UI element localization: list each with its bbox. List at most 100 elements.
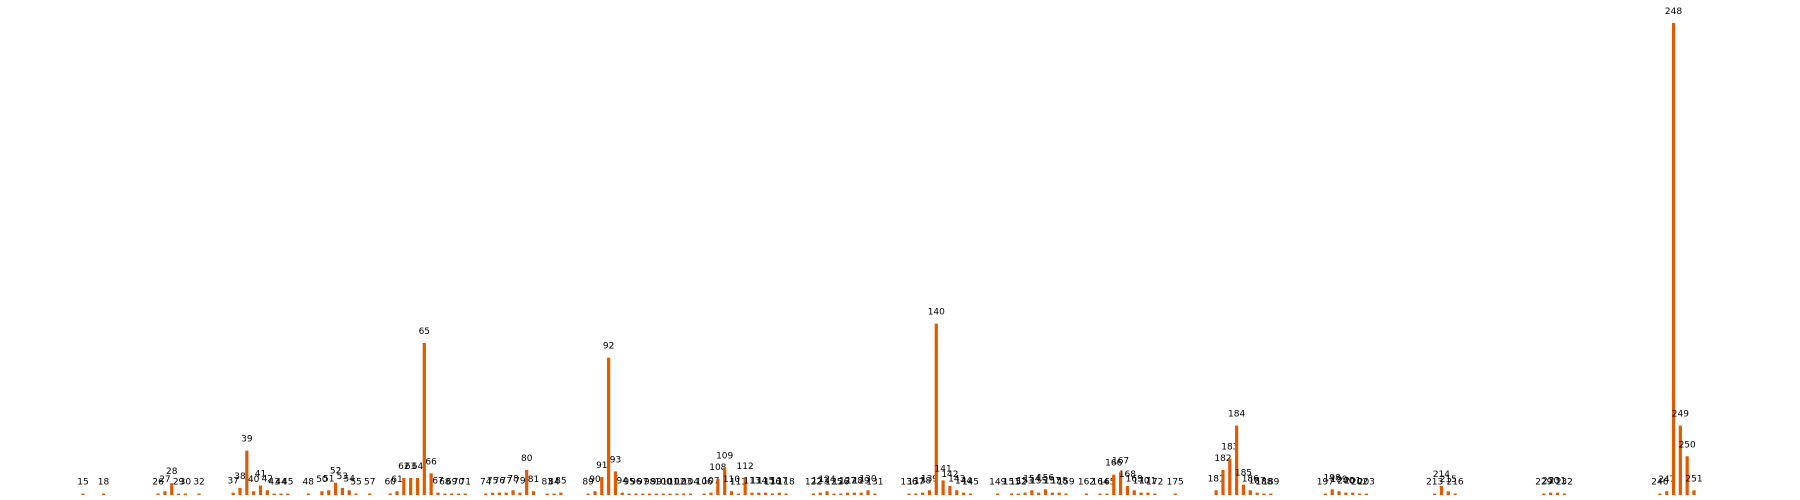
bar (81, 493, 85, 495)
peak-label: 115 (757, 477, 774, 487)
bar (327, 490, 331, 495)
bar (1262, 493, 1266, 495)
bar (286, 493, 290, 495)
bar (1678, 425, 1682, 495)
peak-label: 127 (839, 477, 856, 487)
peak-label: 129 (853, 477, 870, 487)
bar (1433, 493, 1437, 495)
peak-label: 106 (696, 478, 713, 488)
peak-label: 66 (425, 457, 437, 467)
peak-label: 124 (818, 475, 835, 485)
peak-label: 75 (487, 477, 498, 487)
peak-label: 84 (548, 478, 560, 488)
bar (1255, 492, 1259, 495)
bar (1685, 456, 1689, 495)
bar (1173, 493, 1177, 495)
bar (1132, 490, 1136, 495)
peak-label: 69 (446, 478, 458, 488)
bar (688, 493, 693, 495)
bar (1037, 492, 1041, 495)
peak-label: 136 (900, 478, 917, 488)
peak-label: 250 (1679, 440, 1696, 450)
peak-label: 181 (1208, 474, 1225, 484)
peak-label: 104 (682, 478, 699, 488)
bar (682, 493, 686, 495)
bar (661, 493, 665, 495)
bar (996, 493, 1000, 495)
bar (723, 467, 727, 495)
peak-label: 53 (337, 472, 348, 482)
peak-label: 156 (1037, 473, 1054, 483)
peak-label: 172 (1146, 478, 1163, 488)
bar (1030, 490, 1034, 495)
peak-label: 15 (77, 478, 88, 488)
peak-label: 38 (234, 472, 246, 482)
bar (511, 490, 515, 495)
peak-label: 140 (928, 308, 945, 318)
bar (1153, 493, 1157, 495)
peak-label: 80 (521, 454, 533, 464)
bar (1228, 458, 1232, 495)
bar (757, 492, 761, 495)
peak-label: 107 (702, 477, 719, 487)
peak-label: 197 (1317, 478, 1334, 488)
bar (1549, 492, 1553, 495)
bar (531, 491, 536, 495)
peak-label: 167 (1112, 456, 1129, 466)
peak-label: 45 (282, 478, 293, 488)
peak-label: 118 (778, 478, 795, 488)
bar (1057, 492, 1061, 495)
bar (320, 491, 324, 495)
bar (156, 493, 160, 495)
peak-label: 166 (1105, 459, 1122, 469)
peak-label: 152 (1010, 478, 1027, 488)
peak-label: 97 (637, 478, 648, 488)
peak-label: 55 (350, 478, 361, 488)
peak-label: 117 (771, 477, 788, 487)
peak-label: 32 (193, 478, 204, 488)
bar (1146, 492, 1150, 495)
peak-label: 92 (603, 342, 614, 352)
bar (1351, 492, 1355, 495)
bar (654, 493, 659, 495)
peak-label: 153 (1016, 477, 1033, 487)
bar (825, 491, 829, 495)
bar (279, 493, 283, 495)
peak-label: 93 (610, 455, 621, 465)
bar (1009, 493, 1013, 495)
peak-label: 108 (709, 463, 726, 473)
bar (1344, 492, 1348, 495)
bar (402, 478, 406, 495)
bar (709, 492, 713, 495)
bar (907, 493, 911, 495)
peak-label: 101 (661, 478, 678, 488)
bar (1337, 491, 1341, 495)
peak-label: 65 (419, 327, 430, 337)
peak-label: 171 (1139, 477, 1156, 487)
peak-label: 89 (582, 478, 594, 488)
peak-label: 130 (859, 474, 876, 484)
bar (1112, 474, 1116, 495)
peak-label: 198 (1324, 473, 1341, 483)
bar (552, 493, 556, 495)
peak-label: 131 (866, 478, 883, 488)
bar (231, 492, 235, 495)
bar (1671, 23, 1676, 495)
peak-label: 247 (1658, 475, 1675, 485)
bar (968, 493, 973, 495)
bar (1323, 493, 1327, 495)
peak-label: 188 (1255, 478, 1272, 488)
bar (333, 482, 338, 495)
bar (252, 491, 256, 495)
bar (422, 343, 426, 495)
bar (702, 493, 706, 495)
peak-label: 39 (241, 435, 253, 445)
peak-label: 99 (651, 478, 663, 488)
peak-label: 81 (528, 475, 539, 485)
bar (607, 357, 611, 495)
peak-label: 114 (750, 477, 767, 487)
bar (750, 492, 754, 495)
peak-label: 214 (1433, 470, 1450, 480)
bar (238, 487, 242, 495)
bar (736, 493, 740, 495)
